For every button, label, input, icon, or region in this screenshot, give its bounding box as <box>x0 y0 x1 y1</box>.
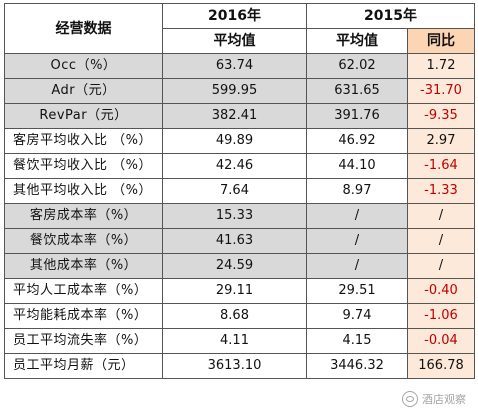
table-row: Occ（%） 63.74 62.02 1.72 <box>4 53 475 79</box>
value-2015: 46.92 <box>306 128 408 154</box>
table-row: 员工平均流失率（%） 4.11 4.15 -0.04 <box>4 328 475 354</box>
operating-data-table: 经营数据 2016年 2015年 平均值 平均值 同比 Occ（%） 63.74 6… <box>4 3 475 379</box>
value-yoy: 166.78 <box>407 353 475 379</box>
value-2015: / <box>306 203 408 229</box>
value-yoy: / <box>407 253 475 279</box>
value-yoy: -0.40 <box>407 278 475 304</box>
value-yoy: -1.33 <box>407 178 475 204</box>
value-yoy: -1.64 <box>407 153 475 179</box>
row-label: 员工平均流失率（%） <box>4 328 163 354</box>
watermark-text: 酒店观察 <box>422 393 466 406</box>
value-2015: 8.97 <box>306 178 408 204</box>
value-yoy: 1.72 <box>407 53 475 79</box>
header-row-years: 经营数据 2016年 2015年 <box>4 3 475 54</box>
row-label: 其他平均收入比 （%） <box>4 178 163 204</box>
yoy-header: 同比 <box>407 28 475 54</box>
value-2015: 62.02 <box>306 53 408 79</box>
value-2015: 9.74 <box>306 303 408 329</box>
value-2016: 3613.10 <box>162 353 307 379</box>
value-2016: 41.63 <box>162 228 307 254</box>
value-2015: / <box>306 228 408 254</box>
value-2016: 63.74 <box>162 53 307 79</box>
value-2016: 382.41 <box>162 103 307 129</box>
value-2016: 49.89 <box>162 128 307 154</box>
value-yoy: -9.35 <box>407 103 475 129</box>
row-label: 客房成本率（%） <box>4 203 163 229</box>
value-yoy: -31.70 <box>407 78 475 104</box>
table-row: Adr（元） 599.95 631.65 -31.70 <box>4 78 475 104</box>
table-row: 客房平均收入比 （%） 49.89 46.92 2.97 <box>4 128 475 154</box>
watermark: 酒店观察 <box>402 391 466 407</box>
table-row: 平均人工成本率（%） 29.11 29.51 -0.40 <box>4 278 475 304</box>
value-yoy: 2.97 <box>407 128 475 154</box>
row-label: 餐饮成本率（%） <box>4 228 163 254</box>
value-yoy: -0.04 <box>407 328 475 354</box>
value-2015: 3446.32 <box>306 353 408 379</box>
row-label: 客房平均收入比 （%） <box>4 128 163 154</box>
value-yoy: / <box>407 203 475 229</box>
row-label: RevPar（元） <box>4 103 163 129</box>
value-2016: 7.64 <box>162 178 307 204</box>
row-label: 平均人工成本率（%） <box>4 278 163 304</box>
avg-2015-header: 平均值 <box>306 28 408 54</box>
value-yoy: / <box>407 228 475 254</box>
table-row: 员工平均月薪（元） 3613.10 3446.32 166.78 <box>4 353 475 379</box>
value-2015: 631.65 <box>306 78 408 104</box>
row-label: 餐饮平均收入比 （%） <box>4 153 163 179</box>
value-2015: 391.76 <box>306 103 408 129</box>
value-2016: 42.46 <box>162 153 307 179</box>
table-row: 餐饮成本率（%） 41.63// <box>4 228 475 254</box>
table-row: 客房成本率（%） 15.33// <box>4 203 475 229</box>
table-row: 平均能耗成本率（%） 8.68 9.74 -1.06 <box>4 303 475 329</box>
year-2015-header: 2015年 <box>306 3 475 29</box>
value-2016: 8.68 <box>162 303 307 329</box>
row-label: Adr（元） <box>4 78 163 104</box>
value-2015: 29.51 <box>306 278 408 304</box>
avg-2016-header: 平均值 <box>162 28 307 54</box>
value-2016: 24.59 <box>162 253 307 279</box>
row-label: 员工平均月薪（元） <box>4 353 163 379</box>
value-2016: 4.11 <box>162 328 307 354</box>
value-2016: 15.33 <box>162 203 307 229</box>
row-label: 其他成本率（%） <box>4 253 163 279</box>
value-2016: 599.95 <box>162 78 307 104</box>
value-2015: / <box>306 253 408 279</box>
table-row: 其他平均收入比 （%） 7.64 8.97 -1.33 <box>4 178 475 204</box>
value-2015: 44.10 <box>306 153 408 179</box>
row-label: 平均能耗成本率（%） <box>4 303 163 329</box>
header-row-subheaders: 平均值 平均值 同比 <box>5 28 475 54</box>
wechat-icon <box>402 391 418 407</box>
metric-column-header: 经营数据 <box>4 3 163 54</box>
value-2015: 4.15 <box>306 328 408 354</box>
table-row: 其他成本率（%） 24.59// <box>4 253 475 279</box>
table-row: RevPar（元） 382.41 391.76 -9.35 <box>4 103 475 129</box>
table-row: 餐饮平均收入比 （%） 42.46 44.10 -1.64 <box>4 153 475 179</box>
value-yoy: -1.06 <box>407 303 475 329</box>
year-2016-header: 2016年 <box>162 3 307 29</box>
value-2016: 29.11 <box>162 278 307 304</box>
row-label: Occ（%） <box>4 53 163 79</box>
